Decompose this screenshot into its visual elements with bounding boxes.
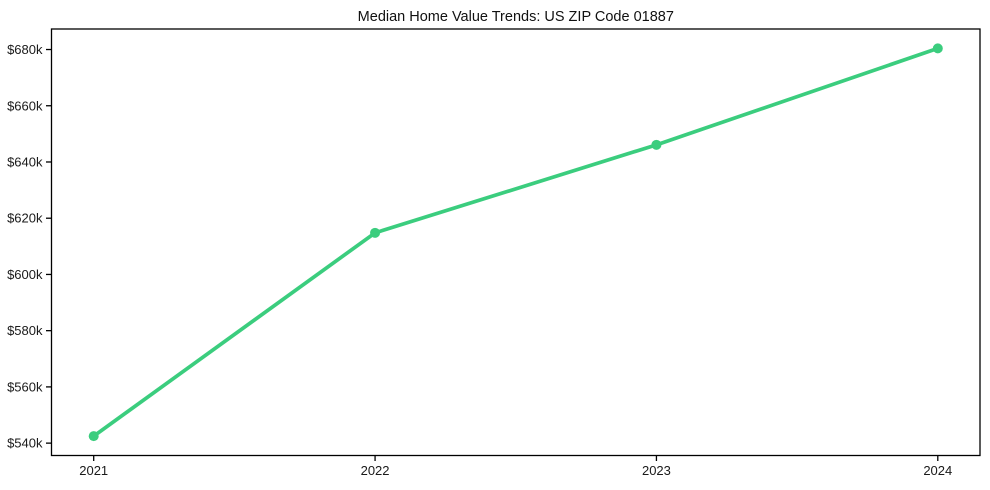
y-tick-label: $560k (7, 379, 43, 394)
data-point-marker (370, 227, 381, 238)
y-tick-label: $620k (7, 211, 43, 226)
series-line (91, 46, 940, 438)
y-tick-label: $680k (7, 42, 43, 57)
y-tick-label: $660k (7, 98, 43, 113)
axes-frame (50, 28, 981, 457)
data-point-marker (932, 43, 943, 54)
y-tick-label: $580k (7, 323, 43, 338)
data-point-marker (88, 431, 99, 442)
y-tick-label: $600k (7, 267, 43, 282)
data-point-marker (651, 139, 662, 150)
x-tick-label: 2024 (923, 463, 952, 478)
chart-title: Median Home Value Trends: US ZIP Code 01… (358, 9, 674, 25)
y-tick-label: $540k (7, 436, 43, 451)
x-tick-label: 2023 (642, 463, 671, 478)
x-tick-label: 2022 (361, 463, 390, 478)
y-tick-label: $640k (7, 154, 43, 169)
x-tick-label: 2021 (79, 463, 108, 478)
plot-area: $540k $560k $580k $600k $620k $640k $660k $680k… (7, 28, 981, 478)
